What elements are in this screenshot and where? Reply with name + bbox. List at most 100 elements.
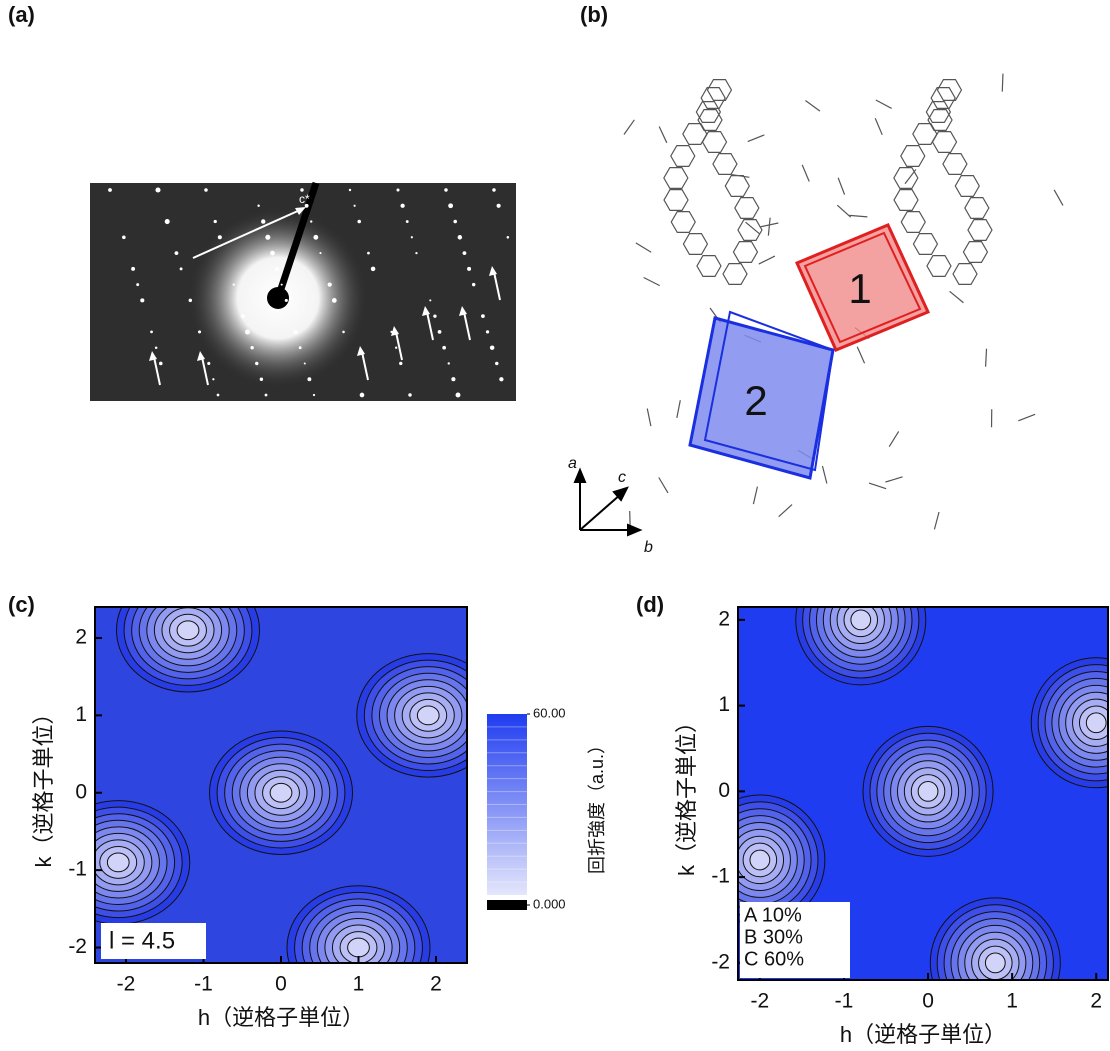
spot [408,393,411,396]
ring [723,264,747,285]
colorbar-tick-label: 0.000 [533,896,566,911]
diffraction-image: c* [90,183,516,401]
contour [417,706,439,725]
x-tick-label: 0 [922,990,934,1013]
bond [950,291,964,302]
x-tick-label: -2 [117,973,136,996]
spot [492,188,495,191]
spot [444,188,447,191]
ring [701,88,725,109]
bond [876,100,892,108]
x-tick-label: -2 [751,990,770,1013]
spot [155,346,158,349]
spot [349,189,351,191]
spot [332,298,337,303]
bond [805,100,820,111]
spot [495,362,498,365]
spot [499,377,503,381]
spot [261,219,265,223]
ring [713,154,737,175]
ring [664,190,688,211]
bond [779,505,792,517]
spot [204,188,208,192]
bond [857,347,864,363]
legend-entry: C 60% [744,948,804,970]
spot [490,345,495,350]
spot [367,252,370,255]
y-tick-label: 0 [75,780,87,803]
spot [448,362,450,364]
axis-name: a [568,455,577,472]
ring [901,146,925,167]
spot [328,282,332,286]
spot [155,187,160,192]
spot [212,378,214,380]
x-tick-label: 2 [430,973,442,996]
y-axis-label: k（逆格子単位） [674,711,699,876]
cell-label: 1 [848,265,871,312]
ring [707,80,731,101]
bond [1054,190,1063,206]
spot [342,331,345,334]
ring [943,154,967,175]
x-tick-label: 0 [275,973,287,996]
ring [965,198,989,219]
spot [140,298,144,302]
panel-label: (a) [8,2,35,27]
spot [214,220,217,223]
spot [354,205,356,207]
spot [497,204,501,208]
colorbar-zero [487,900,527,910]
y-tick-label: 1 [718,693,730,716]
y-tick-label: 2 [75,626,87,649]
ring [725,176,749,197]
spot [357,220,361,224]
axis-name: b [644,539,653,556]
ring [913,234,937,255]
unit-cell: 1 [797,225,928,350]
ring [664,168,688,189]
contour [750,850,770,870]
peak [863,726,993,856]
contour [348,938,370,957]
spot [463,251,467,255]
y-axis-label: k（逆格子単位） [31,702,56,867]
spot [260,378,263,381]
spot [265,235,270,240]
colorbar-label: 回折強度（a.u.） [587,736,607,874]
ring [901,212,925,233]
spot [472,283,475,286]
spot [304,362,306,364]
spot [165,219,170,224]
bond [746,222,760,234]
spot [458,235,463,240]
bond [1002,74,1003,92]
contour [1086,713,1106,733]
axis-name: c [618,469,626,486]
spot [395,347,397,349]
spot [241,314,245,318]
spot [257,205,259,207]
bond [885,477,902,482]
colorbar-tick-label: 60.00 [533,705,566,720]
x-tick-label: -1 [835,990,854,1013]
contour [918,781,938,801]
spot [507,236,510,239]
spot [481,314,485,318]
bond [636,243,651,252]
ring [671,146,695,167]
spot [467,267,471,271]
peak [796,555,926,685]
contour [851,610,871,630]
panel-label: (c) [8,592,35,617]
spot [411,236,413,238]
spot [180,267,183,270]
bond [986,349,987,367]
spot [313,394,315,396]
bond [624,120,634,135]
bond [889,431,898,446]
x-axis-label: h（逆格子単位） [840,1022,1006,1047]
y-tick-label: -1 [711,865,730,888]
ring [671,212,695,233]
ring [953,264,977,285]
